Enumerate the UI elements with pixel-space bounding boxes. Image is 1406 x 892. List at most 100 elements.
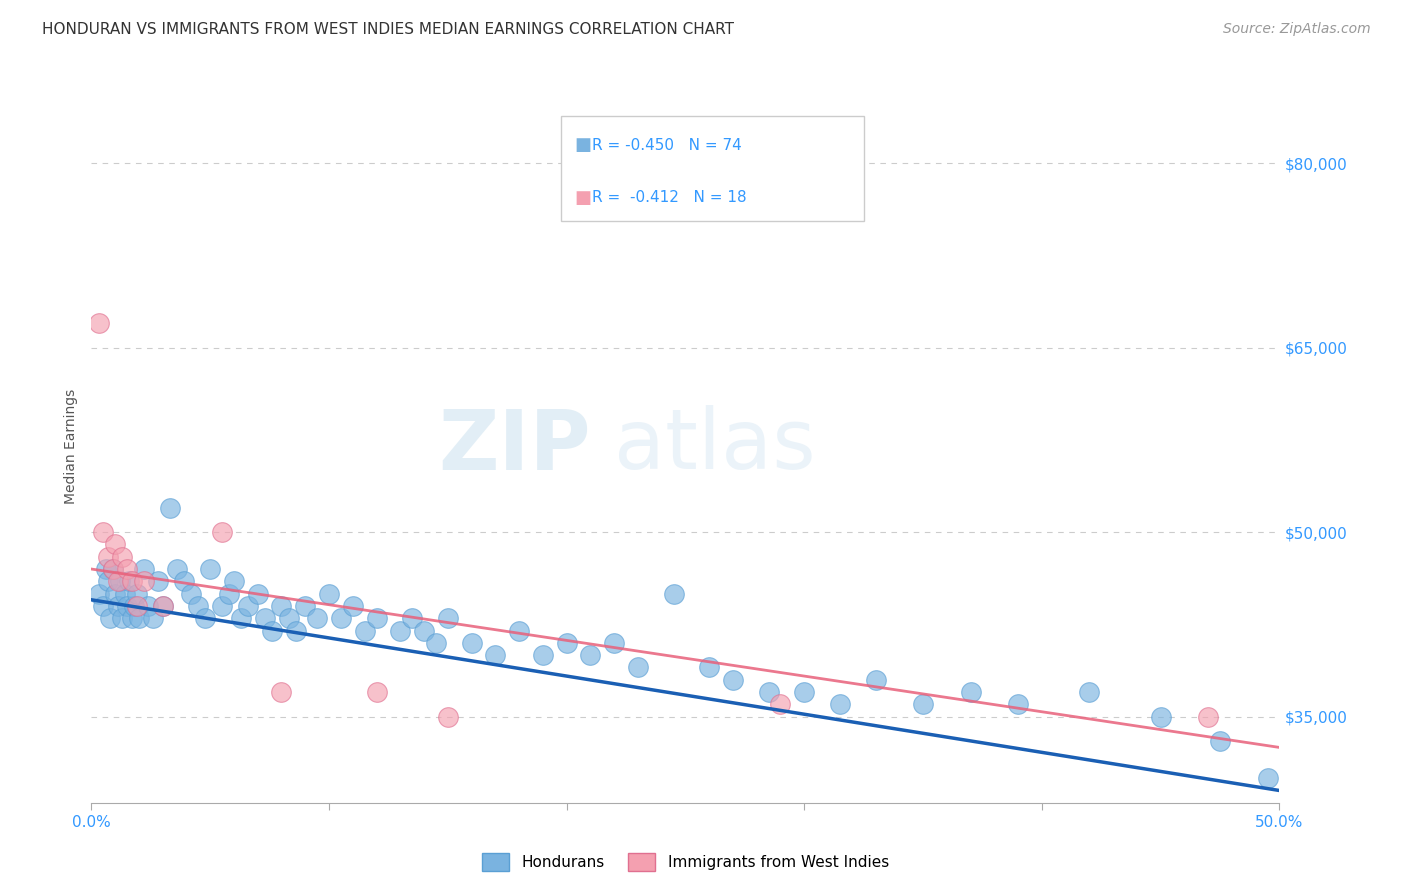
Y-axis label: Median Earnings: Median Earnings [65, 388, 79, 504]
Point [366, 685, 388, 699]
Text: ZIP: ZIP [437, 406, 591, 486]
Point [758, 685, 780, 699]
Point [460, 636, 482, 650]
Point [211, 599, 233, 613]
Point [121, 611, 143, 625]
Point [413, 624, 436, 638]
Point [436, 709, 458, 723]
Point [318, 587, 340, 601]
Text: R =  -0.412   N = 18: R = -0.412 N = 18 [592, 191, 747, 205]
Point [253, 611, 276, 625]
Point [101, 562, 124, 576]
Point [101, 562, 124, 576]
Point [959, 685, 981, 699]
Point [125, 587, 148, 601]
Point [1209, 734, 1232, 748]
Point [142, 611, 165, 625]
Point [108, 574, 131, 589]
Point [229, 611, 252, 625]
Point [152, 599, 174, 613]
Point [128, 611, 150, 625]
Point [1149, 709, 1171, 723]
Point [662, 587, 685, 601]
Point [107, 574, 129, 589]
Point [828, 698, 851, 712]
Point [111, 549, 134, 564]
Point [425, 636, 447, 650]
Point [1197, 709, 1219, 723]
Point [508, 624, 530, 638]
Point [1078, 685, 1101, 699]
Text: R = -0.450   N = 74: R = -0.450 N = 74 [592, 137, 741, 153]
Point [277, 611, 299, 625]
Point [107, 599, 129, 613]
Point [329, 611, 352, 625]
Point [200, 562, 222, 576]
Point [146, 574, 169, 589]
Point [246, 587, 269, 601]
Point [436, 611, 458, 625]
Point [122, 599, 145, 613]
Text: ■: ■ [575, 189, 592, 207]
Point [697, 660, 720, 674]
Point [97, 574, 120, 589]
Point [911, 698, 934, 712]
Text: ■: ■ [575, 136, 592, 154]
Point [100, 611, 122, 625]
Point [159, 500, 181, 515]
Point [194, 611, 217, 625]
Point [91, 525, 114, 540]
Text: HONDURAN VS IMMIGRANTS FROM WEST INDIES MEDIAN EARNINGS CORRELATION CHART: HONDURAN VS IMMIGRANTS FROM WEST INDIES … [42, 22, 734, 37]
Point [531, 648, 554, 662]
Point [1007, 698, 1029, 712]
Point [603, 636, 626, 650]
Point [180, 587, 202, 601]
Point [769, 698, 792, 712]
Point [270, 685, 292, 699]
Point [121, 574, 143, 589]
Point [115, 599, 138, 613]
Point [342, 599, 364, 613]
Point [132, 562, 155, 576]
Point [270, 599, 292, 613]
Point [484, 648, 506, 662]
Point [294, 599, 316, 613]
Point [111, 611, 134, 625]
Point [115, 562, 138, 576]
Point [94, 562, 117, 576]
Point [152, 599, 174, 613]
Text: atlas: atlas [614, 406, 815, 486]
Point [579, 648, 602, 662]
Point [366, 611, 388, 625]
Point [187, 599, 209, 613]
Point [125, 599, 148, 613]
Point [307, 611, 329, 625]
Point [555, 636, 578, 650]
Point [401, 611, 423, 625]
Legend: Hondurans, Immigrants from West Indies: Hondurans, Immigrants from West Indies [475, 847, 896, 877]
Point [87, 316, 110, 330]
Point [353, 624, 375, 638]
Point [91, 599, 114, 613]
Point [284, 624, 307, 638]
Point [166, 562, 188, 576]
Point [138, 599, 160, 613]
Point [238, 599, 260, 613]
Point [97, 549, 120, 564]
Point [218, 587, 240, 601]
Point [865, 673, 887, 687]
Point [793, 685, 815, 699]
Point [721, 673, 744, 687]
Point [389, 624, 412, 638]
Point [104, 537, 127, 551]
Text: Source: ZipAtlas.com: Source: ZipAtlas.com [1223, 22, 1371, 37]
Point [114, 587, 136, 601]
Point [118, 574, 141, 589]
Point [260, 624, 283, 638]
Point [1257, 771, 1279, 785]
Point [132, 574, 155, 589]
Point [222, 574, 245, 589]
Point [211, 525, 233, 540]
Point [87, 587, 110, 601]
Point [627, 660, 650, 674]
